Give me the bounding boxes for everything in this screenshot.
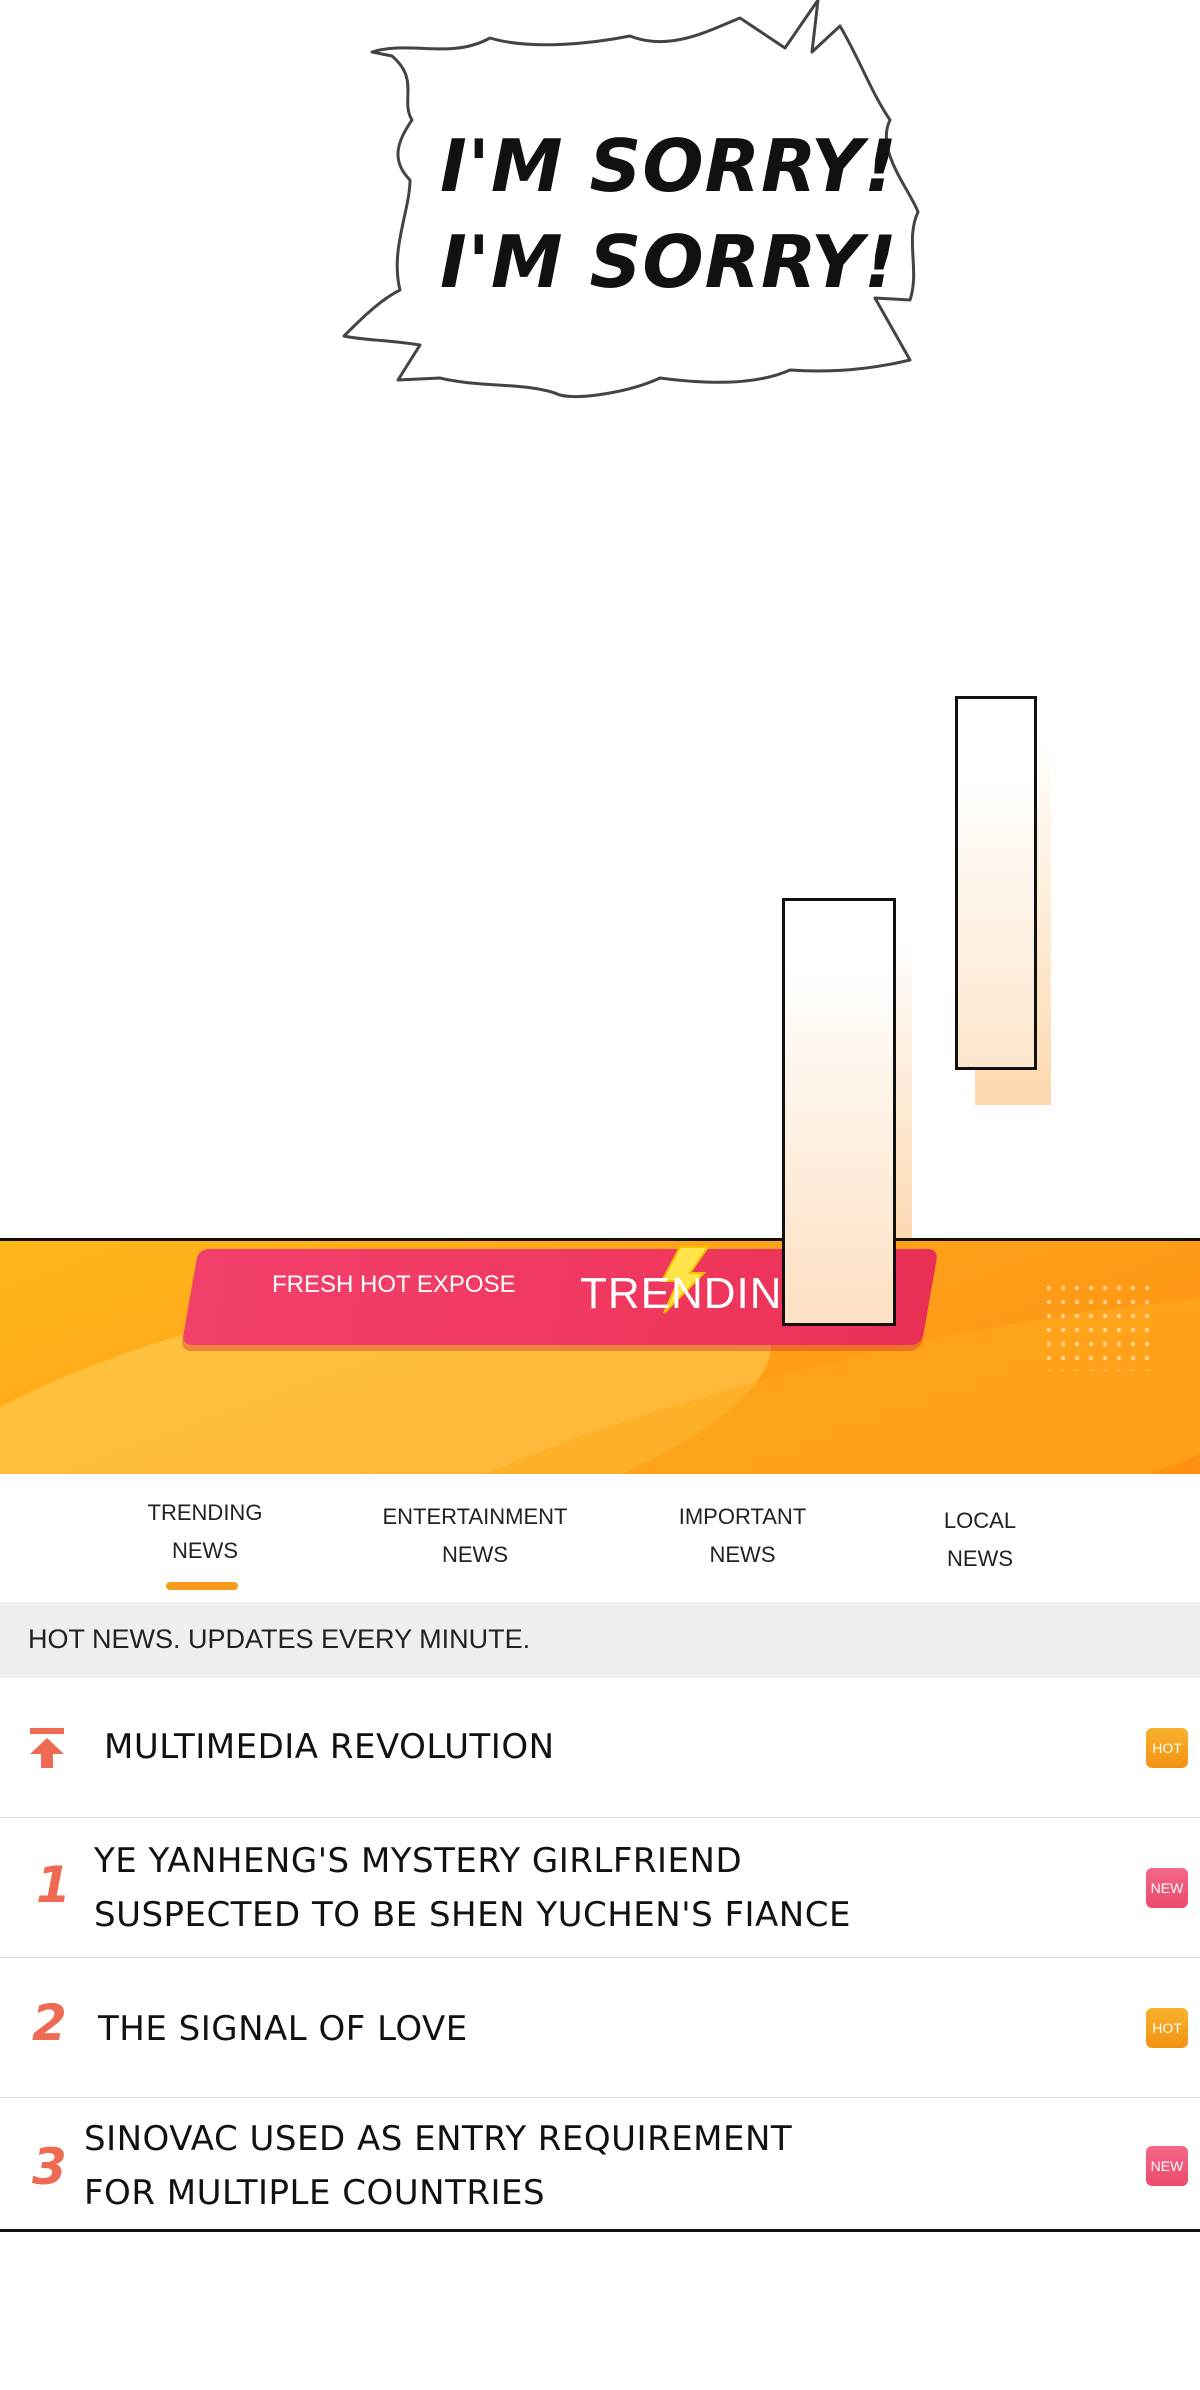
tab-label: TRENDING <box>147 1500 263 1525</box>
bar-left <box>782 898 896 1326</box>
news-title-line: YE YANHENG'S MYSTERY GIRLFRIEND <box>94 1841 743 1881</box>
news-title: MULTIMEDIA REVOLUTION <box>104 1720 555 1774</box>
news-rank: 2 <box>32 1994 67 2052</box>
trending-banner: FRESH HOT EXPOSE TRENDING <box>0 1238 1200 1474</box>
tab-entertainment-news[interactable]: ENTERTAINMENT NEWS <box>380 1498 570 1574</box>
tab-label: LOCAL <box>943 1508 1017 1533</box>
banner-title: TRENDING <box>580 1269 818 1318</box>
news-row[interactable]: 1 YE YANHENG'S MYSTERY GIRLFRIEND SUSPEC… <box>0 1818 1200 1958</box>
banner-dots <box>1042 1281 1152 1371</box>
tab-important-news[interactable]: IMPORTANT NEWS <box>670 1498 815 1574</box>
tab-trending-news[interactable]: TRENDING NEWS <box>140 1494 270 1570</box>
news-row[interactable]: 2 THE SIGNAL OF LOVE HOT <box>0 1958 1200 2098</box>
news-tabs: TRENDING NEWS ENTERTAINMENT NEWS IMPORTA… <box>0 1474 1200 1603</box>
news-title-line: FOR MULTIPLE COUNTRIES <box>84 2173 546 2213</box>
bar-right <box>955 696 1037 1070</box>
speech-bubble: I'M SORRY! I'M SORRY! <box>330 0 930 420</box>
news-title-line: SUSPECTED TO BE SHEN YUCHEN'S FIANCE <box>94 1895 851 1935</box>
news-title: YE YANHENG'S MYSTERY GIRLFRIEND SUSPECTE… <box>94 1834 851 1942</box>
new-badge: NEW <box>1146 1868 1188 1908</box>
new-badge: NEW <box>1146 2146 1188 2186</box>
bubble-line-2: I'M SORRY! <box>440 220 898 304</box>
tab-label: NEWS <box>709 1542 776 1567</box>
tab-label: ENTERTAINMENT <box>382 1504 568 1529</box>
news-row[interactable]: MULTIMEDIA REVOLUTION HOT <box>0 1678 1200 1818</box>
updates-strip: HOT NEWS. UPDATES EVERY MINUTE. <box>0 1602 1200 1679</box>
news-rank: 1 <box>36 1856 71 1914</box>
news-row[interactable]: 3 SINOVAC USED AS ENTRY REQUIREMENT FOR … <box>0 2098 1200 2230</box>
banner-subtitle: FRESH HOT EXPOSE <box>272 1271 516 1298</box>
lightning-icon <box>660 1246 710 1314</box>
hot-badge: HOT <box>1146 2008 1188 2048</box>
news-title: SINOVAC USED AS ENTRY REQUIREMENT FOR MU… <box>84 2112 792 2220</box>
news-title-line: THE SIGNAL OF LOVE <box>98 2009 468 2049</box>
news-rank: 3 <box>32 2138 67 2196</box>
hot-badge: HOT <box>1146 1728 1188 1768</box>
bubble-line-1: I'M SORRY! <box>440 124 898 208</box>
panel-bottom-border <box>0 2229 1200 2232</box>
news-title-line: MULTIMEDIA REVOLUTION <box>104 1727 555 1767</box>
tab-label: NEWS <box>947 1546 1013 1571</box>
pin-top-icon <box>30 1728 64 1768</box>
tab-local-news[interactable]: LOCAL NEWS <box>930 1502 1030 1578</box>
tab-label: NEWS <box>172 1538 238 1563</box>
active-tab-indicator <box>166 1582 238 1590</box>
bubble-text: I'M SORRY! I'M SORRY! <box>440 118 898 310</box>
news-title: THE SIGNAL OF LOVE <box>98 2002 468 2056</box>
speech-bubble-outline <box>342 0 920 398</box>
news-title-line: SINOVAC USED AS ENTRY REQUIREMENT <box>84 2119 793 2159</box>
tab-label: IMPORTANT <box>678 1504 807 1529</box>
updates-text: HOT NEWS. UPDATES EVERY MINUTE. <box>28 1624 531 1654</box>
tab-label: NEWS <box>442 1542 508 1567</box>
